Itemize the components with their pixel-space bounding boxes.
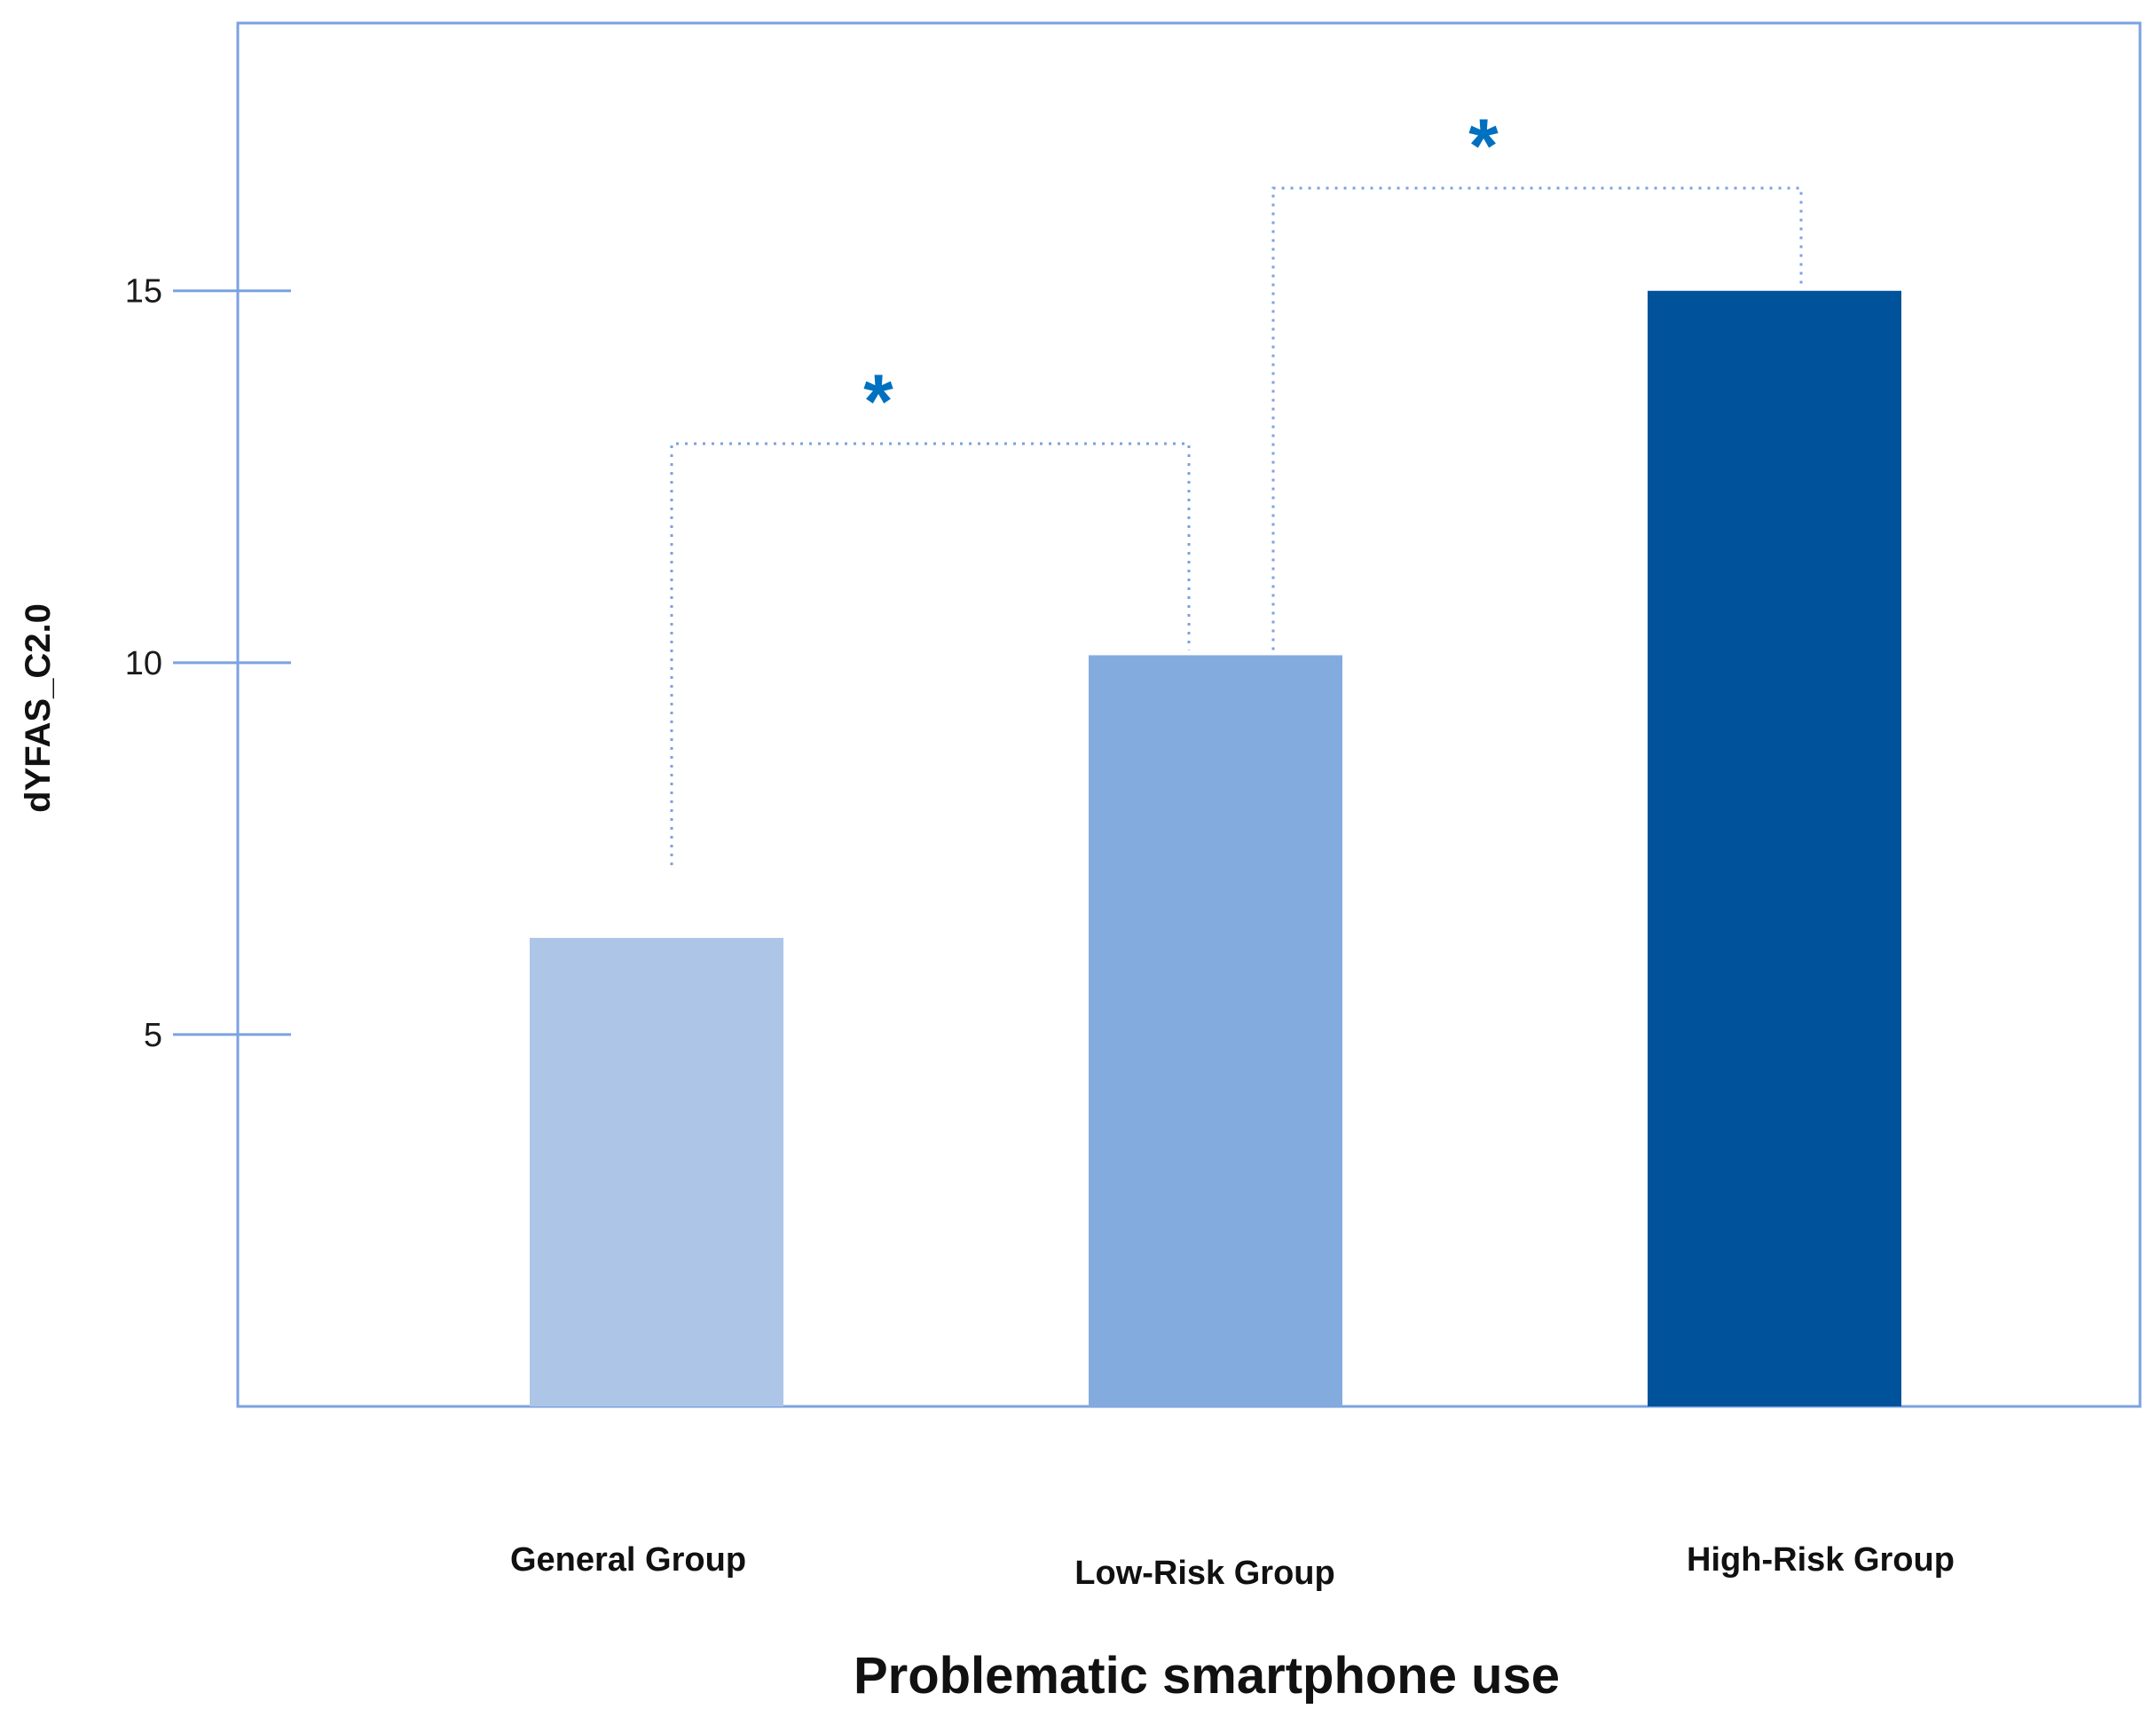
- significance-star: *: [863, 359, 893, 445]
- significance-bracket: [1271, 186, 1803, 650]
- x-tick-label: General Group: [510, 1541, 746, 1579]
- x-axis-title: Problematic smartphone use: [854, 1647, 1560, 1705]
- significance-star: *: [1468, 104, 1499, 189]
- x-tick-label: Low-Risk Group: [1074, 1555, 1334, 1592]
- bar: [1089, 655, 1342, 1406]
- x-tick-label: High-Risk Group: [1687, 1541, 1955, 1579]
- y-tick-label: 10: [125, 645, 162, 682]
- y-axis-title: dYFAS_C2.0: [19, 603, 58, 813]
- y-axis: 5 10 15: [125, 273, 291, 1054]
- bar: [1648, 290, 1901, 1406]
- bars: [530, 290, 1901, 1406]
- y-tick-label: 15: [125, 273, 162, 311]
- significance-brackets: **: [670, 104, 1803, 865]
- y-tick-label: 5: [144, 1017, 162, 1054]
- bar: [530, 937, 783, 1406]
- x-axis-categories: General Group Low-Risk Group High-Risk Gro…: [510, 1541, 1955, 1592]
